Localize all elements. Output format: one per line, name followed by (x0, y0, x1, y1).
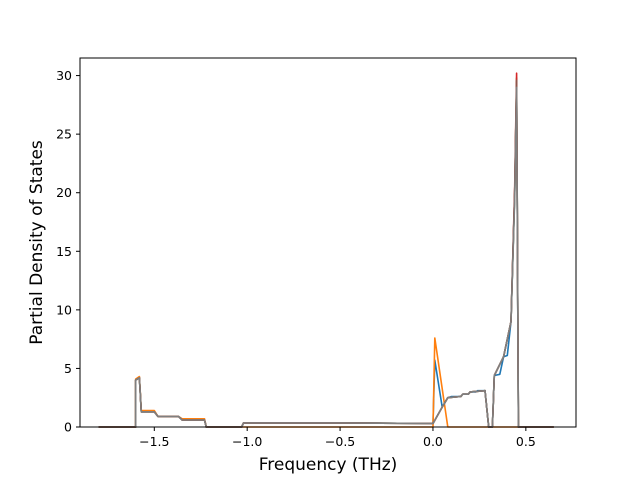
y-tick-label: 20 (56, 185, 72, 200)
x-tick-label: −1.5 (139, 434, 169, 449)
x-tick-label: −1.0 (232, 434, 262, 449)
y-axis-ticks: 0 5 10 15 20 25 30 (56, 68, 80, 435)
series-line-6 (98, 86, 554, 428)
x-tick-label: −0.5 (325, 434, 355, 449)
series-layer (98, 72, 554, 428)
x-tick-label: 0.0 (423, 434, 443, 449)
y-tick-label: 30 (56, 68, 72, 83)
x-axis-ticks: −1.5 −1.0 −0.5 0.0 0.5 (139, 427, 536, 449)
x-tick-label: 0.5 (516, 434, 536, 449)
y-tick-label: 0 (64, 420, 72, 435)
x-axis-label: Frequency (THz) (259, 455, 398, 475)
y-tick-label: 25 (56, 127, 72, 142)
plot-frame (79, 57, 577, 428)
y-axis-label: Partial Density of States (27, 140, 47, 345)
y-tick-label: 5 (64, 361, 72, 376)
y-tick-label: 10 (56, 302, 72, 317)
y-tick-label: 15 (56, 244, 72, 259)
